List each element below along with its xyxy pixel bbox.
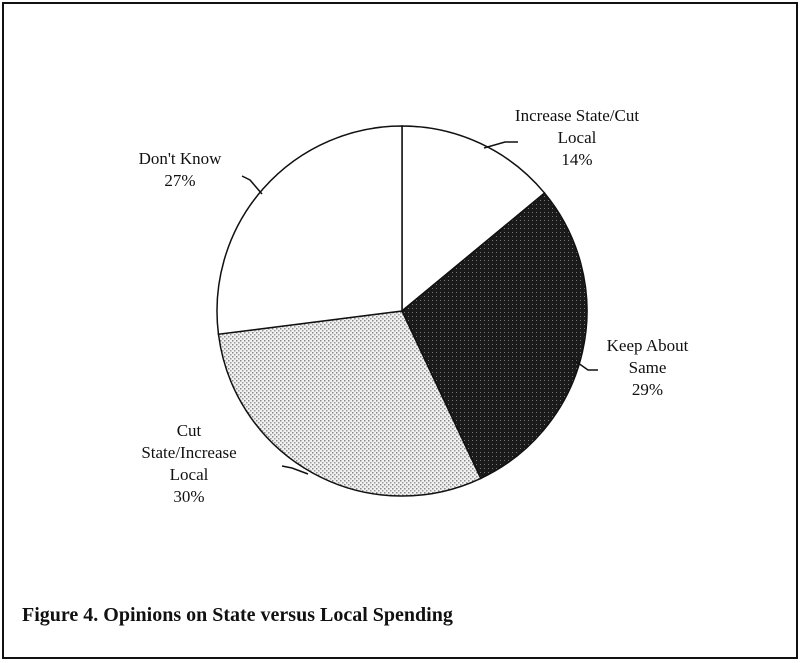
pie-slice <box>216 125 403 336</box>
slice-label: Keep About Same 29% <box>606 336 689 399</box>
slice-label: Cut State/Increase Local 30% <box>141 421 237 506</box>
leader-lines <box>241 141 598 475</box>
pie-slice <box>401 192 588 480</box>
pie-slice <box>217 310 482 497</box>
slice-label: Don't Know 27% <box>138 149 222 190</box>
pie-slice <box>401 125 546 313</box>
slice-label: Increase State/Cut Local 14% <box>514 106 640 169</box>
caption: Figure 4. Opinions on State versus Local… <box>22 604 453 626</box>
